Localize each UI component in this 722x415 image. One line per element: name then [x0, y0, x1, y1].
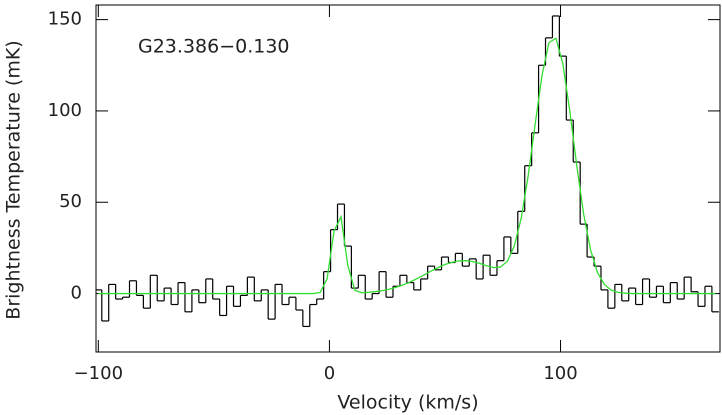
y-tick-label: 150: [48, 9, 82, 30]
x-tick-label: 100: [543, 363, 577, 384]
x-tick-label: −100: [74, 363, 123, 384]
spectrum-connector: [101, 15, 713, 327]
plot-frame: [95, 4, 721, 353]
fit-line: [98, 37, 716, 295]
y-tick-label: 0: [71, 283, 82, 304]
x-axis-label: Velocity (km/s): [337, 392, 478, 414]
x-tick-label: 0: [324, 363, 335, 384]
annotation: G23.386−0.130: [138, 36, 290, 58]
y-axis-label: Brightness Temperature (mK): [3, 40, 25, 319]
y-tick-label: 100: [48, 100, 82, 121]
y-tick-label: 50: [59, 191, 82, 212]
